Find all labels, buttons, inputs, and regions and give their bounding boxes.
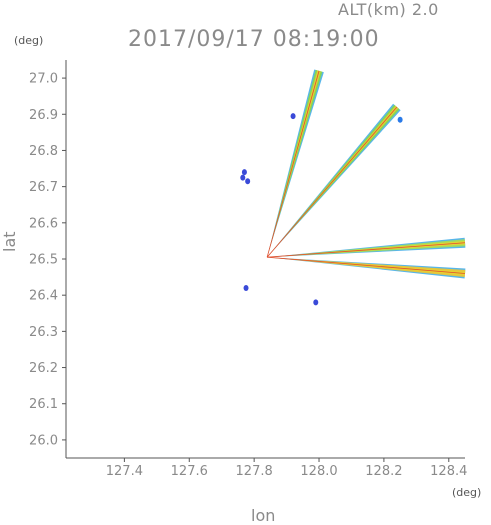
y-tick-label: 27.0 — [29, 72, 58, 87]
echo-blob-2 — [397, 116, 403, 123]
x-tick-label: 127.8 — [236, 464, 273, 479]
y-tick-label: 26.3 — [29, 325, 58, 340]
echo-blob-5 — [245, 178, 251, 185]
y-tick-label: 26.2 — [29, 361, 58, 376]
ray-band — [267, 240, 466, 258]
y-tick-label: 26.4 — [29, 289, 58, 304]
data-layer — [240, 69, 466, 306]
x-tick-label: 128.0 — [300, 464, 337, 479]
axes-layer: 26.0 26.1 26.2 26.3 26.4 26.5 26.6 26.7 26.8 26.9… — [29, 60, 467, 479]
ray-core — [267, 256, 466, 274]
ray-band — [267, 237, 466, 258]
ray-4 — [267, 256, 466, 279]
plot-area — [66, 60, 465, 458]
y-tick-label: 26.8 — [29, 144, 58, 159]
y-axis-unit: (deg) — [14, 34, 44, 47]
ray-2 — [266, 103, 401, 258]
x-tick-label: 128.4 — [430, 464, 467, 479]
x-tick-label: 128.2 — [365, 464, 402, 479]
x-tick-label: 127.4 — [106, 464, 143, 479]
ray-band — [267, 257, 466, 276]
y-tick-label: 26.5 — [29, 253, 58, 268]
ray-band — [267, 257, 466, 279]
altitude-label: ALT(km) 2.0 — [338, 0, 439, 19]
ray-core — [266, 70, 320, 258]
echo-blob-6 — [243, 284, 249, 291]
ray-core — [266, 106, 398, 258]
ray-band — [267, 69, 323, 258]
plot-background — [66, 60, 465, 458]
y-tick-label: 26.0 — [29, 433, 58, 448]
echo-blob-1 — [290, 113, 296, 120]
ray-3 — [267, 237, 466, 258]
ray-band — [267, 239, 466, 258]
chart-title: 2017/09/17 08:19:00 — [128, 27, 380, 52]
y-tick-label: 26.6 — [29, 216, 58, 231]
ray-band — [267, 257, 466, 277]
ray-band — [267, 69, 324, 258]
y-tick-label: 26.1 — [29, 397, 58, 412]
y-tick-label: 26.9 — [29, 108, 58, 123]
ray-core — [267, 242, 466, 258]
x-axis-unit: (deg) — [452, 486, 482, 499]
ray-1 — [266, 69, 324, 258]
x-axis-label: lon — [251, 506, 276, 525]
echo-blob-3 — [241, 169, 247, 176]
echo-blob-4 — [240, 174, 246, 181]
y-tick-label: 26.7 — [29, 180, 58, 195]
echo-blob-7 — [313, 299, 319, 306]
x-tick-label: 127.6 — [171, 464, 208, 479]
